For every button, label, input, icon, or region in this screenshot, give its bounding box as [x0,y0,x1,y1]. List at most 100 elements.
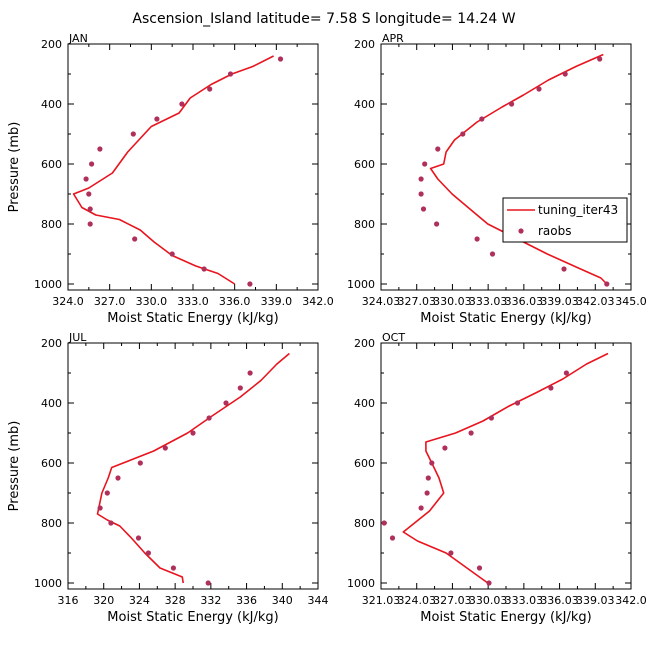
x-tick-label: 333.03 [469,295,508,308]
x-tick-label: 327.03 [397,295,436,308]
y-tick-label: 1000 [34,577,62,590]
x-tick-label: 330.0 [136,295,168,308]
data-point-raobs [486,580,492,586]
data-point-raobs [104,490,110,496]
y-tick-label: 600 [354,457,375,470]
x-tick-label: 342.0 [302,295,334,308]
y-tick-label: 400 [41,98,62,111]
x-tick-label: 328 [165,594,186,607]
data-point-raobs [418,176,424,182]
data-point-raobs [561,266,567,272]
x-axis-label: Moist Static Energy (kJ/kg) [420,311,591,326]
x-tick-label: 336.03 [505,295,544,308]
data-point-raobs [548,385,554,391]
x-axis-label: Moist Static Energy (kJ/kg) [107,311,278,326]
series-line-tuning-iter43 [72,55,274,285]
series-group [418,53,610,287]
data-point-raobs [434,221,440,227]
data-point-raobs [424,490,430,496]
data-point-raobs [563,370,570,376]
x-tick-label: 324.03 [362,295,401,308]
data-point-raobs [97,505,103,511]
data-point-raobs [460,131,466,137]
y-tick-label: 600 [41,457,62,470]
data-point-raobs [137,460,143,466]
x-tick-label: 339.0 [261,295,293,308]
data-point-raobs [489,251,496,257]
y-tick-label: 800 [41,218,62,231]
series-line-tuning-iter43 [96,352,290,584]
y-tick-label: 800 [354,517,375,530]
data-point-raobs [162,445,168,451]
data-point-raobs [130,131,136,137]
legend-label-raobs: raobs [538,224,572,238]
data-point-raobs [277,56,284,62]
panel-label: JUL [68,331,87,344]
plot-frame [67,43,319,291]
series-group [381,352,609,586]
x-tick-label: 345.0 [615,295,647,308]
data-point-raobs [86,191,92,197]
x-tick-label: 340 [272,594,293,607]
x-tick-label: 336.0 [219,295,251,308]
x-tick-label: 342.03 [576,295,615,308]
x-tick-label: 327.03 [433,594,472,607]
x-tick-label: 332 [200,594,221,607]
data-point-raobs [97,146,103,152]
x-tick-label: 324.03 [397,594,436,607]
data-point-raobs [468,430,474,436]
data-point-raobs [227,71,234,77]
plot-frame [380,342,632,590]
y-tick-label: 1000 [347,278,375,291]
x-tick-label: 320 [93,594,114,607]
data-point-raobs [190,430,196,436]
panel-jan: JAN 324.0 327.0 330.0 333.0 336.0 339.0 342.0 20… [7,32,334,326]
y-tick-label: 1000 [34,278,62,291]
data-point-raobs [223,400,229,406]
panel-apr: APR324.03327.03330.03333.03336.03339.033… [347,32,647,326]
data-point-raobs [83,176,89,182]
data-point-raobs [381,520,387,526]
data-point-raobs [237,385,243,391]
data-point-raobs [389,535,396,541]
x-tick-label: 342.0 [615,594,647,607]
data-point-raobs [429,460,435,466]
data-point-raobs [115,475,121,481]
x-tick-label: 336 [236,594,257,607]
series-group [96,352,290,586]
data-point-raobs [476,565,483,571]
data-point-raobs [474,236,480,242]
data-point-raobs [479,116,485,122]
legend-dot-swatch [518,228,524,234]
data-point-raobs [536,86,542,92]
data-point-raobs [422,161,428,167]
y-tick-label: 400 [354,98,375,111]
x-tick-label: 333.0 [177,295,209,308]
x-tick-label: 339.03 [540,295,579,308]
y-tick-label: 600 [41,158,62,171]
plot-frame [67,342,319,590]
x-axis-label: Moist Static Energy (kJ/kg) [420,610,591,625]
plot-frame [380,43,632,291]
series-group [72,55,284,287]
data-point-raobs [205,580,211,586]
x-tick-label: 339.03 [576,594,615,607]
data-point-raobs [247,370,253,376]
x-tick-label: 321.03 [362,594,401,607]
series-line-tuning-iter43 [429,53,608,285]
data-point-raobs [154,116,160,122]
x-tick-label: 327.0 [94,295,126,308]
x-tick-label: 336.03 [540,594,579,607]
data-point-raobs [132,236,138,242]
legend-box [502,197,628,243]
data-point-raobs [604,281,610,287]
data-point-raobs [145,550,151,556]
y-tick-label: 1000 [347,577,375,590]
data-point-raobs [169,251,175,257]
y-tick-label: 200 [354,38,375,51]
data-point-raobs [87,206,93,212]
data-point-raobs [448,550,454,556]
data-point-raobs [442,445,448,451]
data-point-raobs [509,101,515,107]
